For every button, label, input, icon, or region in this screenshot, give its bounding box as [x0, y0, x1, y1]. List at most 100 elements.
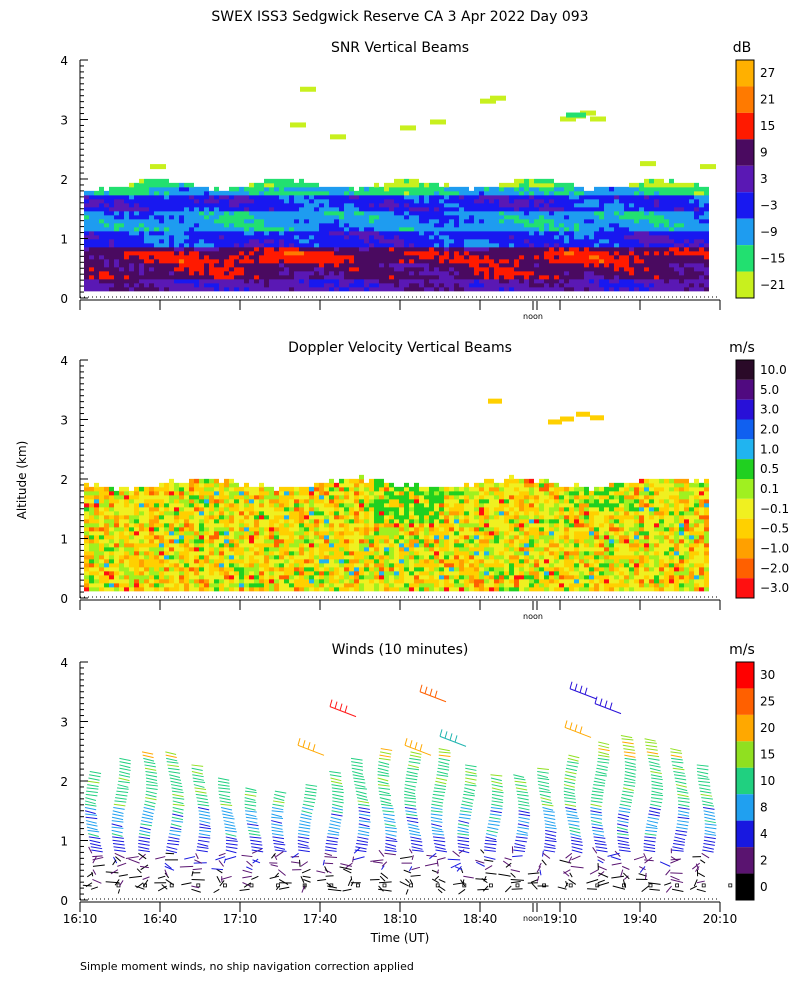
snr-cell — [689, 234, 694, 240]
snr-cell — [409, 234, 414, 240]
snr-cell — [159, 282, 164, 288]
snr-cell — [564, 262, 569, 268]
doppler-cell — [214, 534, 219, 540]
snr-cell — [209, 194, 214, 200]
snr-cell — [434, 226, 439, 232]
snr-cell — [249, 282, 254, 288]
snr-cell — [434, 278, 439, 284]
snr-cell — [554, 198, 559, 204]
snr-cell — [89, 190, 94, 196]
doppler-cell — [84, 562, 89, 568]
doppler-cell — [104, 570, 109, 576]
snr-cell — [384, 254, 389, 260]
snr-cell — [454, 266, 459, 272]
doppler-cell — [314, 530, 319, 536]
snr-cell — [669, 234, 674, 240]
doppler-cell — [189, 582, 194, 588]
snr-cell — [264, 210, 269, 216]
snr-cell — [569, 246, 574, 252]
snr-cell — [159, 274, 164, 280]
snr-cell — [694, 202, 699, 208]
snr-cell — [494, 286, 499, 292]
snr-cell — [299, 258, 304, 264]
snr-cell — [449, 214, 454, 220]
doppler-cell — [349, 478, 354, 484]
snr-cell — [419, 214, 424, 220]
snr-cell — [319, 274, 324, 280]
doppler-cell — [354, 518, 359, 524]
snr-cell — [234, 226, 239, 232]
snr-cell — [679, 214, 684, 220]
snr-cell — [504, 278, 509, 284]
snr-cell — [429, 230, 434, 236]
snr-cell — [329, 242, 334, 248]
doppler-cell — [314, 570, 319, 576]
doppler-cell — [289, 586, 294, 592]
snr-cell — [189, 206, 194, 212]
doppler-cell — [164, 490, 169, 496]
doppler-cell — [129, 494, 134, 500]
doppler-cell — [154, 518, 159, 524]
doppler-cell — [84, 542, 89, 548]
snr-cell — [84, 230, 89, 236]
doppler-cell — [139, 534, 144, 540]
doppler-cell — [214, 522, 219, 528]
snr-cell — [389, 194, 394, 200]
doppler-cell — [184, 550, 189, 556]
snr-cell — [419, 182, 424, 188]
doppler-cell — [129, 510, 134, 516]
snr-cell — [194, 222, 199, 228]
snr-cell — [574, 218, 579, 224]
doppler-cell — [194, 530, 199, 536]
doppler-cell — [289, 506, 294, 512]
snr-cell — [364, 206, 369, 212]
snr-cell — [299, 250, 304, 256]
doppler-cell — [104, 538, 109, 544]
doppler-cell — [249, 578, 254, 584]
snr-cell — [684, 282, 689, 288]
doppler-cell — [179, 506, 184, 512]
snr-cell — [399, 270, 404, 276]
snr-cell — [174, 226, 179, 232]
doppler-cell — [129, 522, 134, 528]
doppler-cell — [244, 562, 249, 568]
doppler-cell — [169, 538, 174, 544]
doppler-cell — [204, 510, 209, 516]
snr-cell — [509, 206, 514, 212]
snr-cell — [409, 198, 414, 204]
doppler-cell — [339, 538, 344, 544]
doppler-cell — [109, 494, 114, 500]
snr-cell — [349, 286, 354, 292]
snr-cell — [304, 246, 309, 252]
snr-cell — [279, 262, 284, 268]
doppler-cell — [284, 558, 289, 564]
snr-cell — [89, 254, 94, 260]
snr-cell — [569, 226, 574, 232]
snr-cell — [474, 242, 479, 248]
doppler-cell — [239, 490, 244, 496]
snr-cell — [489, 190, 494, 196]
snr-cell — [689, 246, 694, 252]
doppler-cell — [169, 570, 174, 576]
snr-cell — [134, 202, 139, 208]
snr-cell — [329, 286, 334, 292]
snr-cell — [159, 210, 164, 216]
doppler-cell — [289, 550, 294, 556]
doppler-cell — [94, 570, 99, 576]
snr-cell — [129, 238, 134, 244]
doppler-cell — [154, 534, 159, 540]
doppler-cell — [284, 554, 289, 560]
snr-cell — [449, 238, 454, 244]
doppler-cell — [319, 526, 324, 532]
snr-cell — [524, 190, 529, 196]
snr-cell — [324, 214, 329, 220]
snr-cell — [524, 206, 529, 212]
snr-cell — [299, 198, 304, 204]
snr-cell — [379, 206, 384, 212]
snr-cell — [404, 186, 409, 192]
snr-cell — [704, 194, 709, 200]
doppler-cell — [139, 574, 144, 580]
snr-cell — [649, 182, 654, 188]
snr-cell — [139, 206, 144, 212]
snr-cell — [674, 286, 679, 292]
